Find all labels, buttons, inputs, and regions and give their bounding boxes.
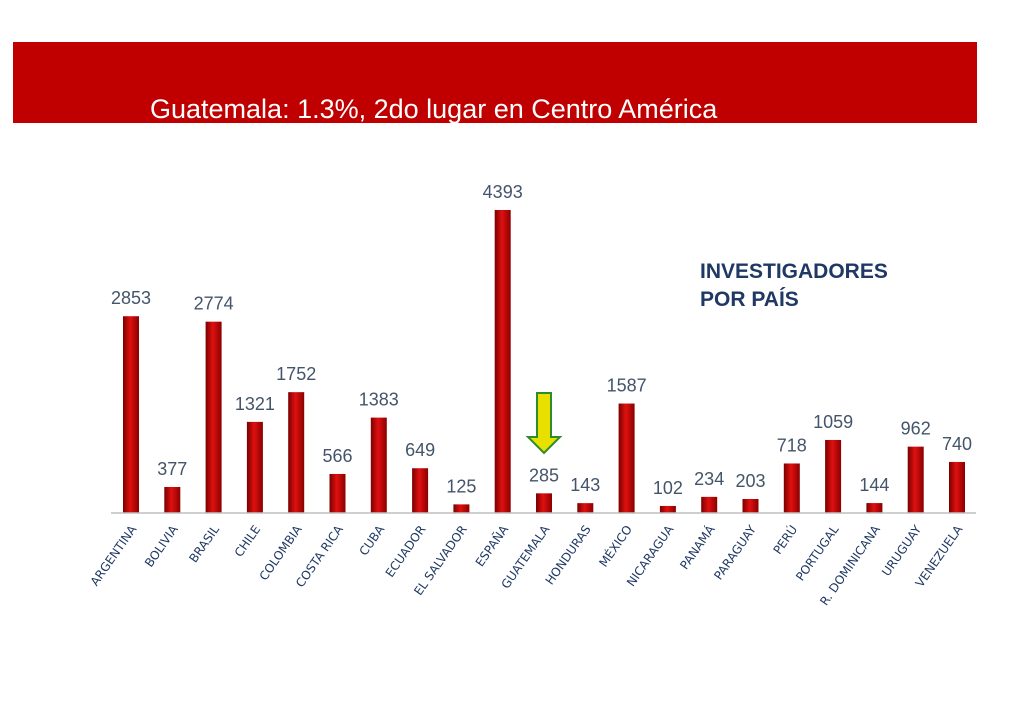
category-label: CUBA: [357, 522, 388, 558]
value-label: 125: [446, 476, 476, 496]
bar-ecuador: [412, 468, 429, 513]
category-label: URUGUAY: [879, 522, 924, 579]
value-label: 566: [322, 446, 352, 466]
category-label: PARAGUAY: [711, 522, 759, 582]
value-label: 102: [653, 478, 683, 498]
category-label: ARGENTINA: [88, 522, 140, 588]
bar-portugal: [825, 439, 842, 513]
value-label: 234: [694, 469, 724, 489]
category-label: ECUADOR: [383, 523, 429, 580]
bar-argentina: [123, 316, 139, 513]
bar-bolivia: [164, 486, 181, 513]
chart-title: 22.370 INVESTIGADORES, 2005 – 2016: [246, 12, 778, 44]
value-label: 962: [901, 419, 931, 439]
value-label: 1587: [607, 376, 647, 396]
bar-colombia: [288, 392, 305, 513]
bar-chile: [246, 421, 263, 513]
value-label: 144: [859, 475, 889, 495]
category-label: BRASIL: [186, 522, 222, 565]
value-label: 740: [942, 434, 972, 454]
chart-annotation: INVESTIGADORES POR PAÍS: [700, 260, 888, 311]
value-label: 285: [529, 465, 559, 485]
value-label: 1752: [276, 364, 316, 384]
title-banner: [13, 42, 977, 123]
category-label: BOLIVIA: [142, 522, 181, 570]
bar-honduras: [577, 503, 594, 513]
value-label: 4393: [483, 182, 523, 202]
bar-costa-rica: [329, 473, 346, 513]
highlight-arrow-icon: [525, 392, 563, 455]
category-label: PERÚ: [770, 522, 801, 557]
bar-uruguay: [907, 446, 924, 513]
value-label: 377: [157, 459, 187, 479]
category-label: CHILE: [232, 523, 264, 560]
value-label: 2853: [111, 288, 151, 308]
bar-el-salvador: [453, 504, 470, 513]
category-label: PANAMÁ: [676, 521, 718, 572]
bar-paraguay: [742, 498, 759, 513]
chart-subtitle: Guatemala: 1.3%, 2do lugar en Centro Amé…: [150, 94, 718, 124]
bar-méxico: [618, 403, 635, 513]
value-label: 1383: [359, 390, 399, 410]
category-label: MÉXICO: [596, 522, 636, 570]
bar-guatemala: [536, 493, 552, 513]
bar-brasil: [205, 321, 222, 513]
category-label: ESPAÑA: [472, 521, 512, 569]
value-label: 2774: [194, 294, 234, 314]
value-label: 649: [405, 440, 435, 460]
value-label: 1059: [813, 412, 853, 432]
bar-perú: [783, 463, 800, 513]
bar-r-dominicana: [866, 503, 883, 513]
bar-nicaragua: [659, 505, 676, 513]
bar-venezuela: [949, 461, 965, 513]
bar-cuba: [370, 417, 387, 513]
value-label: 203: [735, 471, 765, 491]
value-label: 718: [777, 435, 807, 455]
value-label: 143: [570, 475, 600, 495]
value-label: 1321: [235, 394, 275, 414]
bar-panamá: [701, 496, 718, 513]
bar-españa: [494, 210, 511, 513]
